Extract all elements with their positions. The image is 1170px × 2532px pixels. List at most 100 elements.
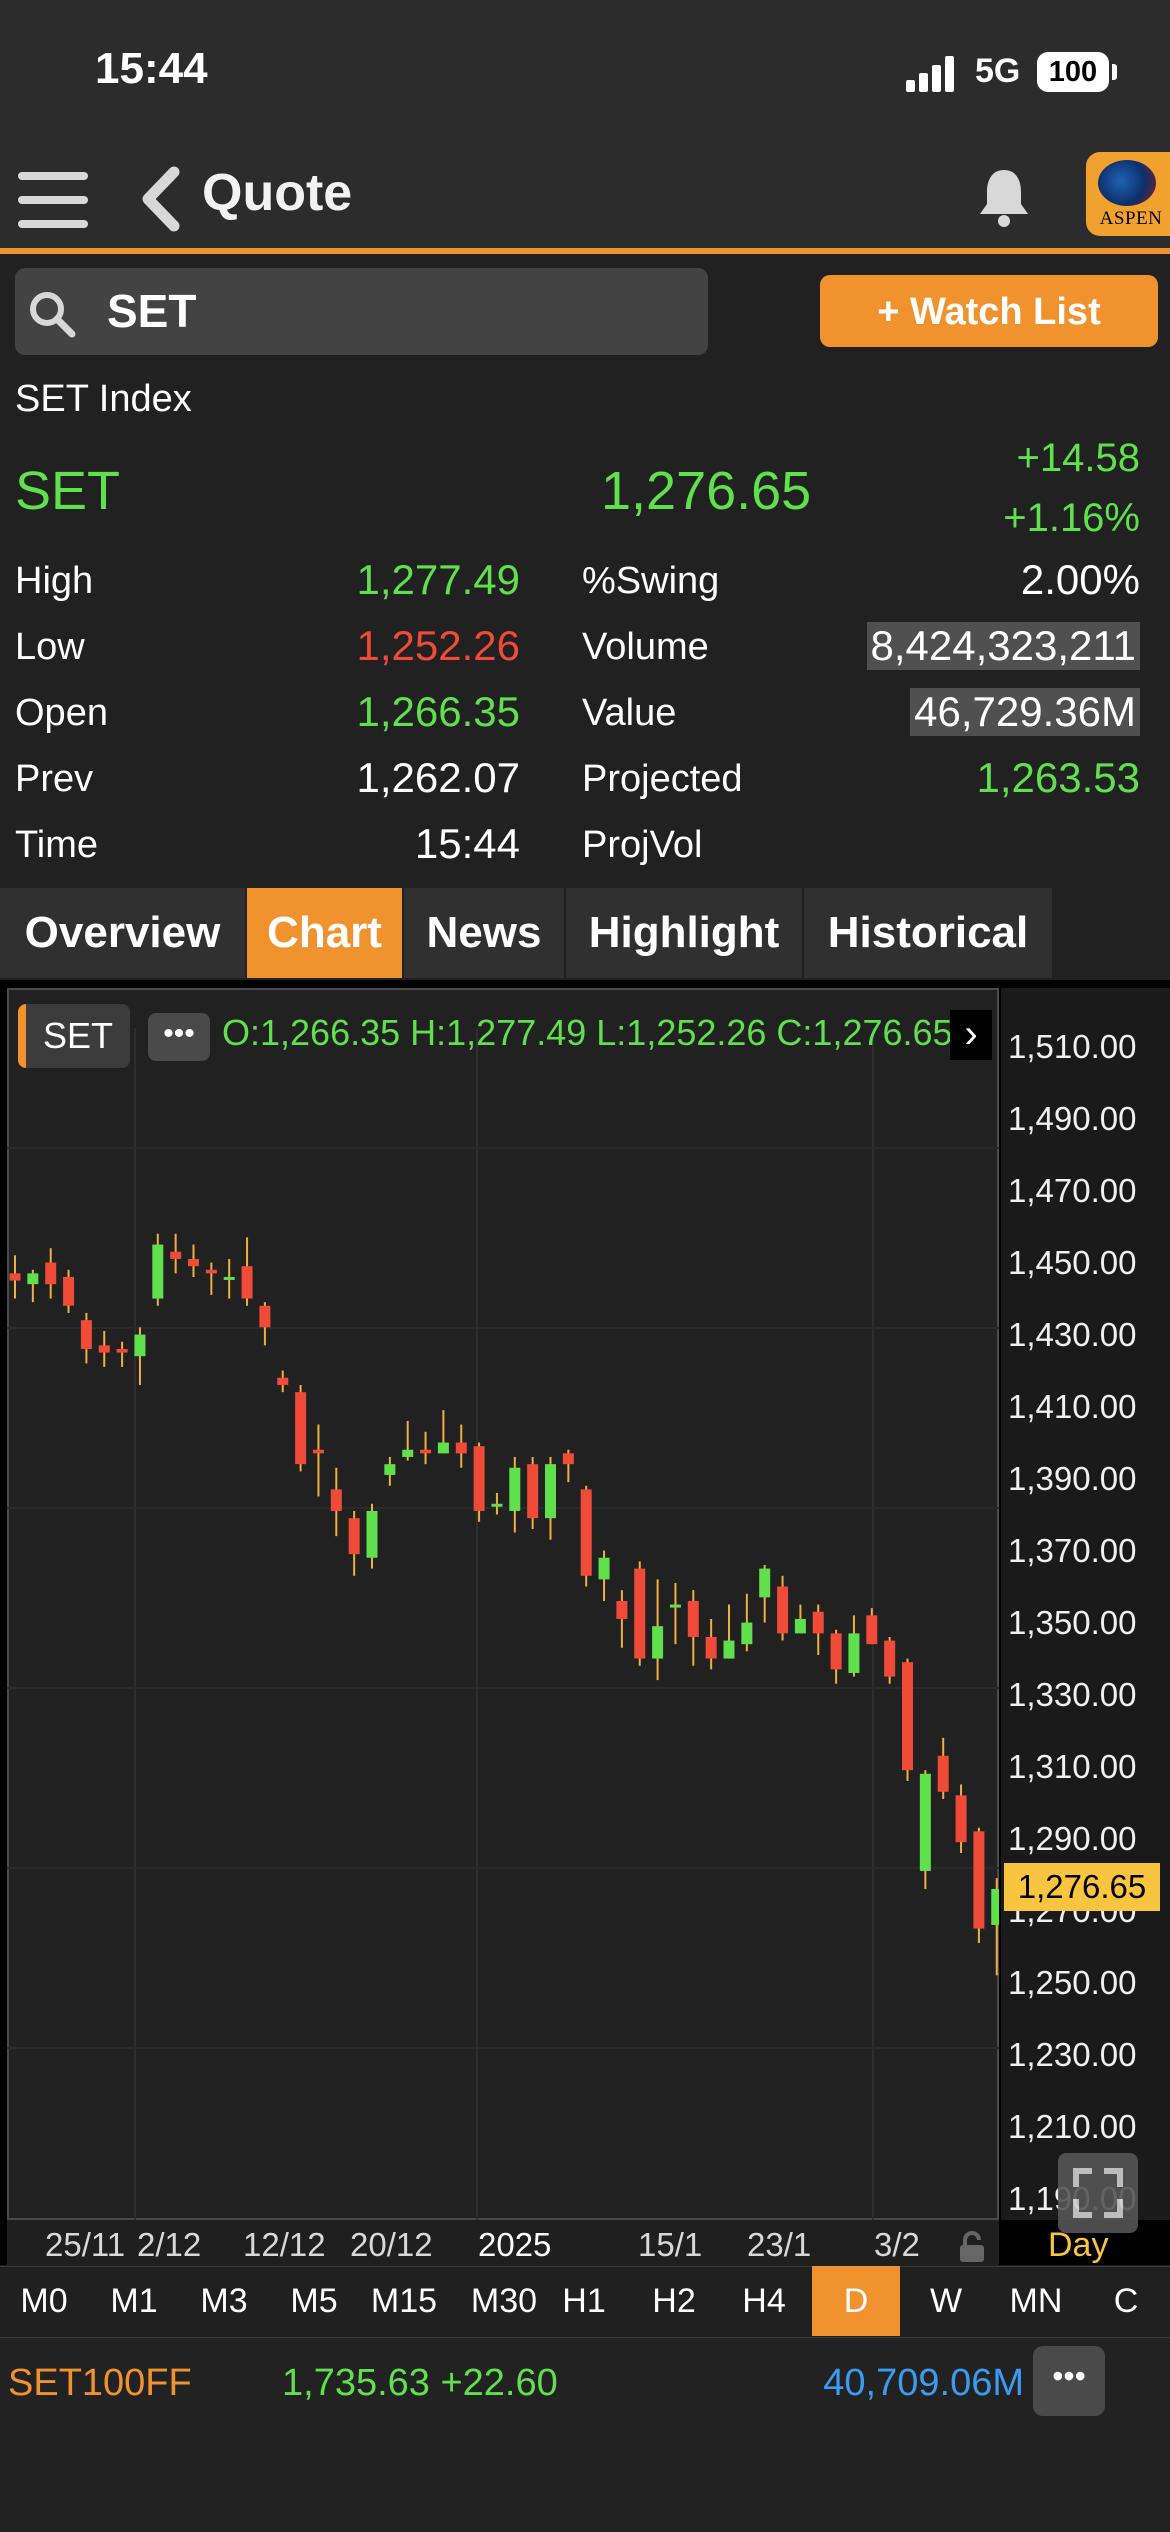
ticker-symbol[interactable]: SET100FF [8,2362,192,2404]
candle-body [27,1273,39,1285]
candle [348,1510,360,1576]
candle [223,1258,235,1299]
timeframe-m5[interactable]: M5 [290,2282,338,2320]
status-bar [0,0,1170,150]
candle [669,1582,681,1645]
candle [366,1503,378,1569]
field-label: Time [15,824,99,866]
field-value: 46,729.36M [910,688,1140,736]
candle-body [991,1888,999,1925]
candle [9,1255,21,1299]
candlestick-chart[interactable] [7,988,999,2220]
field-value: 2.00% [1020,556,1140,603]
candle [295,1384,307,1472]
timeframe-d[interactable]: D [812,2266,900,2336]
candle-body [973,1831,985,1929]
tab-historical[interactable]: Historical [804,888,1052,978]
timeframe-m1[interactable]: M1 [110,2282,158,2320]
candle-body [366,1510,378,1558]
fullscreen-toggle-icon[interactable] [1058,2153,1138,2233]
field-label: High [15,560,94,602]
timeframe-m3[interactable]: M3 [200,2282,248,2320]
ticker-more-button[interactable]: ••• [1033,2346,1105,2416]
y-tick-label: 1,450.00 [1008,1244,1137,1281]
tab-chart[interactable]: Chart [247,888,402,978]
candle [27,1269,39,1303]
candle [509,1456,521,1533]
candle-body [437,1442,449,1454]
candle [188,1244,199,1277]
candle-body [759,1568,771,1598]
timeframe-mn[interactable]: MN [1009,2282,1063,2320]
timeframe-m15[interactable]: M15 [370,2282,438,2320]
candle-body [491,1503,503,1507]
timeframe-h1[interactable]: H1 [562,2282,606,2320]
candle [598,1550,610,1601]
lock-icon[interactable] [955,2230,989,2264]
field-label: ProjVol [582,824,703,866]
search-input[interactable]: SET [107,285,197,337]
candle [312,1424,324,1497]
tab-highlight[interactable]: Highlight [566,888,802,978]
candle [937,1737,949,1799]
x-tick-label: 23/1 [747,2226,812,2263]
timeframe-bar [0,2266,1170,2338]
tab-overview[interactable]: Overview [0,888,245,978]
y-tick-label: 1,370.00 [1008,1532,1137,1569]
battery-tip [1112,64,1117,80]
field-value: 8,424,323,211 [866,622,1140,670]
field-label: Value [582,692,677,734]
y-tick-label: 1,290.00 [1008,1820,1137,1857]
bell-icon[interactable] [976,164,1032,230]
candle [794,1604,806,1634]
candle [420,1431,432,1465]
battery-icon: 100 [1037,52,1109,92]
candle [580,1485,592,1587]
chart-more-button[interactable]: ••• [148,1013,210,1061]
candle-body [116,1348,128,1353]
ohlc-expand-chevron-icon[interactable]: › [950,1010,992,1060]
candle [170,1233,182,1274]
field-label: Prev [15,758,94,800]
candle-body [652,1626,664,1659]
candle-body [687,1600,699,1637]
timeframe-w[interactable]: W [929,2282,963,2320]
tab-news[interactable]: News [404,888,564,978]
timeframe-h4[interactable]: H4 [742,2282,786,2320]
timeframe-m0[interactable]: M0 [20,2282,68,2320]
top-nav-bar [0,150,1170,254]
candle [812,1604,824,1655]
candle [545,1456,556,1540]
timeframe-c[interactable]: C [1113,2282,1139,2320]
index-name: SET Index [15,378,192,420]
candle [687,1590,699,1666]
x-tick-label: 12/12 [243,2226,326,2263]
add-watchlist-button[interactable]: + Watch List [820,275,1158,347]
y-tick-label: 1,510.00 [1008,1028,1137,1065]
y-tick-label: 1,490.00 [1008,1100,1137,1137]
candle-body [830,1633,842,1670]
candle-body [794,1618,806,1634]
timeframe-m30[interactable]: M30 [470,2282,538,2320]
candle-body [330,1489,342,1511]
candle [384,1456,396,1486]
aspen-logo[interactable]: ASPEN [1086,152,1170,236]
chart-symbol-pill[interactable]: SET [18,1004,130,1068]
candle-body [866,1615,878,1645]
candle [491,1492,503,1515]
back-chevron-icon[interactable] [132,164,192,234]
y-tick-label: 1,350.00 [1008,1604,1137,1641]
x-tick-label: 25/11 [45,2226,126,2263]
field-value: 1,266.35 [356,688,521,735]
candle [437,1410,449,1454]
candle-body [580,1489,592,1576]
candle [866,1608,878,1645]
chart-plot-area[interactable] [7,988,999,2220]
bottom-ticker-bar [0,2338,1170,2532]
hamburger-menu-icon[interactable] [18,172,88,228]
timeframe-h2[interactable]: H2 [652,2282,696,2320]
x-tick-label: 3/2 [874,2226,920,2263]
y-tick-label: 1,210.00 [1008,2108,1137,2145]
symbol-search-field[interactable] [15,268,708,355]
ohlc-readout: O:1,266.35 H:1,277.49 L:1,252.26 C:1,276… [222,1012,953,1053]
